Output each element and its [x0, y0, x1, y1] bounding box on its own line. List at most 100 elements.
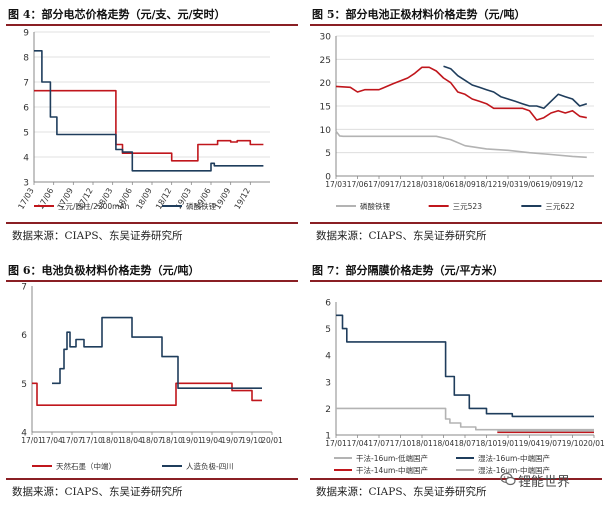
x-tick-label: 17/04 — [347, 439, 369, 448]
x-tick-label: 19/04 — [201, 436, 223, 445]
y-tick-label: 15 — [320, 103, 331, 113]
x-tick-label: 18/01 — [101, 436, 123, 445]
x-tick-label: 19/03 — [497, 180, 519, 189]
x-tick-label: 19/04 — [519, 439, 541, 448]
series-line-0 — [32, 382, 262, 406]
legend-label: 三元523 — [453, 202, 483, 211]
y-tick-label: 30 — [320, 33, 332, 43]
chart-separator: 1 2 3 4 5 6 17/01 17/04 17/07 17/10 18/01 18/04 18/0… — [325, 299, 605, 476]
y-tick-label: 8 — [23, 54, 29, 64]
x-tick-label: 18/09 — [454, 180, 476, 189]
chart-title: 图 7：部分隔膜价格走势（元/平方米） — [312, 264, 504, 277]
source-divider — [310, 478, 602, 480]
x-tick-label: 19/12 — [233, 186, 252, 210]
x-tick-label: 17/03 — [325, 180, 347, 189]
x-tick-label: 19/01 — [497, 439, 519, 448]
y-tick-label: 5 — [21, 380, 27, 390]
chart-panel-anode: 图 6：电池负极材料价格走势（元/吨） 4 5 6 7 17/01 17/04 17/07 1… — [2, 256, 302, 506]
data-source: 数据来源：CIAPS、东吴证券研究所 — [12, 230, 183, 242]
watermark: 锂能世界 — [518, 475, 571, 490]
y-tick-label: 2 — [325, 405, 331, 415]
data-source: 数据来源：CIAPS、东吴证券研究所 — [316, 230, 487, 242]
legend-label: 天然石墨（中端） — [56, 461, 116, 471]
x-tick-label: 18/10 — [161, 436, 183, 445]
data-source: 数据来源：CIAPS、东吴证券研究所 — [12, 486, 183, 498]
legend-label: 湿法-16um-中端国产 — [478, 453, 550, 463]
series-line-1 — [52, 316, 262, 389]
x-tick-label: 18/04 — [433, 439, 455, 448]
y-tick-label: 3 — [325, 378, 331, 388]
wechat-icon — [500, 472, 516, 486]
x-tick-label: 17/06 — [347, 180, 369, 189]
legend-label: 人造负极-四川 — [186, 461, 234, 471]
title-divider — [6, 280, 298, 282]
x-tick-label: 18/12 — [476, 180, 498, 189]
y-tick-label: 25 — [320, 56, 331, 66]
legend-label: 磷酸铁锂 — [186, 201, 216, 211]
chart-panel-battery-cell: 图 4：部分电芯价格走势（元/支、元/安时） 3 4 5 6 7 8 9 17/03 17/06… — [2, 0, 302, 250]
x-tick-label: 17/03 — [16, 187, 35, 211]
series-line-0 — [34, 89, 264, 162]
x-tick-label: 18/07 — [454, 439, 476, 448]
x-tick-label: 19/10 — [241, 436, 263, 445]
x-tick-label: 19/01 — [181, 436, 203, 445]
series-line-1 — [34, 49, 264, 172]
legend-label: 三元622 — [545, 202, 575, 211]
data-source: 数据来源：CIAPS、东吴证券研究所 — [316, 486, 487, 498]
legend-label: 干法-16um-低端国产 — [356, 453, 428, 463]
x-tick-label: 19/12 — [562, 180, 584, 189]
chart-title: 图 4：部分电芯价格走势（元/支、元/安时） — [8, 8, 226, 21]
series-line-2 — [443, 65, 588, 110]
legend-label: 三元/圆柱/2200mAh — [58, 201, 130, 211]
y-tick-label: 0 — [325, 173, 331, 183]
chart-title: 图 5：部分电池正极材料价格走势（元/吨） — [312, 8, 526, 21]
chart-panel-cathode: 图 5：部分电池正极材料价格走势（元/吨） 0 5 10 15 20 25 30 17/03 1… — [306, 0, 606, 250]
chart-title: 图 6：电池负极材料价格走势（元/吨） — [8, 264, 200, 277]
x-tick-label: 17/04 — [41, 436, 63, 445]
x-tick-label: 18/07 — [141, 436, 163, 445]
y-tick-label: 7 — [23, 79, 29, 89]
x-tick-label: 18/09 — [134, 187, 153, 211]
chart-anode: 456717/0117/0417/0717/1018/0118/0418/071… — [21, 283, 283, 472]
x-tick-label: 18/03 — [411, 180, 433, 189]
legend-label: 干法-14um-中端国产 — [356, 465, 428, 475]
y-tick-label: 10 — [320, 126, 332, 136]
source-divider — [6, 478, 298, 480]
x-tick-label: 18/12 — [154, 187, 173, 211]
y-tick-label: 6 — [23, 104, 29, 114]
x-tick-label: 17/06 — [36, 187, 55, 211]
series-line-1 — [336, 314, 594, 418]
x-tick-label: 18/01 — [411, 439, 433, 448]
series-line-0 — [335, 130, 587, 159]
series-line-0 — [336, 407, 594, 431]
x-tick-label: 17/12 — [390, 180, 412, 189]
chart-panel-separator: 图 7：部分隔膜价格走势（元/平方米） 1 2 3 4 5 6 17/01 17/04 17/0… — [306, 256, 606, 506]
x-tick-label: 17/07 — [368, 439, 390, 448]
source-divider — [310, 222, 602, 224]
x-tick-label: 17/07 — [61, 436, 83, 445]
title-divider — [310, 24, 602, 26]
x-tick-label: 17/10 — [390, 439, 412, 448]
x-tick-label: 19/06 — [519, 180, 541, 189]
title-divider — [6, 24, 298, 26]
y-tick-label: 6 — [21, 331, 27, 341]
source-divider — [6, 222, 298, 224]
x-tick-label: 19/10 — [562, 439, 584, 448]
x-tick-label: 17/01 — [325, 439, 347, 448]
y-tick-label: 20 — [320, 79, 332, 89]
x-tick-label: 17/01 — [21, 436, 43, 445]
y-tick-label: 6 — [325, 299, 331, 309]
x-tick-label: 19/07 — [540, 439, 562, 448]
x-tick-label: 18/06 — [433, 180, 455, 189]
y-tick-label: 3 — [23, 179, 29, 189]
x-tick-label: 17/10 — [81, 436, 103, 445]
x-tick-label: 19/07 — [221, 436, 243, 445]
y-tick-label: 5 — [325, 325, 331, 335]
y-tick-label: 5 — [23, 129, 29, 139]
x-tick-label: 19/09 — [540, 180, 562, 189]
x-tick-label: 20/01 — [261, 436, 283, 445]
y-tick-label: 4 — [23, 154, 29, 164]
series-line-1 — [335, 66, 587, 121]
